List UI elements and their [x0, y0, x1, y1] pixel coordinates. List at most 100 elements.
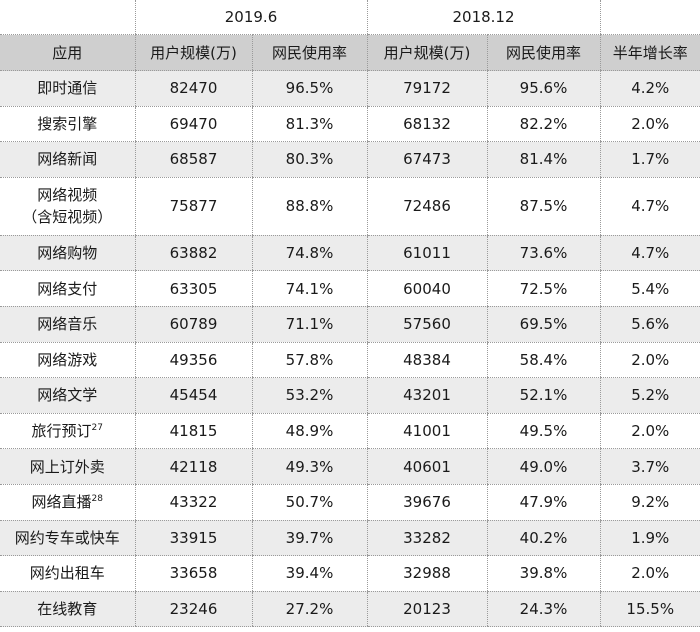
table-row: 即时通信 82470 96.5% 79172 95.6% 4.2%	[0, 70, 700, 107]
cell-users-2018: 57560	[366, 306, 487, 343]
cell-app: 网约出租车	[0, 555, 135, 592]
app-name: 网络游戏	[37, 350, 98, 369]
cell-app: 网络直播28	[0, 484, 135, 521]
table-row: 搜索引擎 69470 81.3% 68132 82.2% 2.0%	[0, 106, 700, 143]
cell-users-2019: 82470	[134, 70, 252, 107]
table-row: 网约出租车 33658 39.4% 32988 39.8% 2.0%	[0, 555, 700, 592]
cell-rate-2019: 80.3%	[251, 141, 367, 178]
cell-users-2019: 69470	[134, 106, 252, 143]
table-row: 网约专车或快车 33915 39.7% 33282 40.2% 1.9%	[0, 520, 700, 557]
cell-rate-2019: 50.7%	[251, 484, 367, 521]
cell-users-2018: 48384	[366, 342, 487, 379]
col-header-users-2019: 用户规模(万)	[134, 34, 252, 71]
cell-growth: 5.2%	[599, 377, 700, 414]
cell-rate-2019: 27.2%	[251, 591, 367, 628]
cell-rate-2019: 88.8%	[251, 177, 367, 236]
col-header-rate-2019: 网民使用率	[251, 34, 367, 71]
cell-growth: 1.9%	[599, 520, 700, 557]
cell-users-2018: 60040	[366, 270, 487, 307]
cell-rate-2018: 87.5%	[486, 177, 600, 236]
cell-rate-2019: 49.3%	[251, 448, 367, 485]
cell-users-2018: 41001	[366, 413, 487, 450]
cell-users-2018: 72486	[366, 177, 487, 236]
cell-users-2019: 33658	[134, 555, 252, 592]
cell-rate-2018: 58.4%	[486, 342, 600, 379]
cell-users-2019: 43322	[134, 484, 252, 521]
footnote-mark: 28	[91, 494, 103, 505]
table-row: 网上订外卖 42118 49.3% 40601 49.0% 3.7%	[0, 448, 700, 485]
cell-app: 网上订外卖	[0, 448, 135, 485]
cell-growth: 4.7%	[599, 177, 700, 236]
cell-rate-2019: 81.3%	[251, 106, 367, 143]
cell-users-2018: 32988	[366, 555, 487, 592]
cell-rate-2019: 48.9%	[251, 413, 367, 450]
cell-users-2019: 33915	[134, 520, 252, 557]
cell-users-2018: 40601	[366, 448, 487, 485]
table-row: 网络文学 45454 53.2% 43201 52.1% 5.2%	[0, 377, 700, 414]
col-header-users-2018: 用户规模(万)	[366, 34, 487, 71]
cell-app: 网约专车或快车	[0, 520, 135, 557]
cell-app: 网络购物	[0, 235, 135, 272]
cell-rate-2018: 81.4%	[486, 141, 600, 178]
cell-app: 网络新闻	[0, 141, 135, 178]
cell-app: 旅行预订27	[0, 413, 135, 450]
cell-users-2018: 61011	[366, 235, 487, 272]
cell-growth: 2.0%	[599, 342, 700, 379]
cell-app: 网络视频 （含短视频）	[0, 177, 135, 236]
cell-rate-2018: 49.0%	[486, 448, 600, 485]
app-name: 网络新闻	[37, 150, 98, 169]
cell-users-2019: 23246	[134, 591, 252, 628]
cell-growth: 3.7%	[599, 448, 700, 485]
cell-users-2019: 63882	[134, 235, 252, 272]
cell-app: 网络支付	[0, 270, 135, 307]
cell-users-2019: 63305	[134, 270, 252, 307]
table-row: 网络视频 （含短视频） 75877 88.8% 72486 87.5% 4.7%	[0, 177, 700, 236]
cell-rate-2018: 73.6%	[486, 235, 600, 272]
cell-rate-2018: 69.5%	[486, 306, 600, 343]
table-row: 在线教育 23246 27.2% 20123 24.3% 15.5%	[0, 591, 700, 628]
table-row: 旅行预订27 41815 48.9% 41001 49.5% 2.0%	[0, 413, 700, 450]
cell-rate-2019: 71.1%	[251, 306, 367, 343]
cell-users-2019: 68587	[134, 141, 252, 178]
table-row: 网络支付 63305 74.1% 60040 72.5% 5.4%	[0, 270, 700, 307]
cell-rate-2018: 39.8%	[486, 555, 600, 592]
app-name: 在线教育	[37, 600, 98, 619]
cell-rate-2018: 49.5%	[486, 413, 600, 450]
cell-rate-2019: 74.8%	[251, 235, 367, 272]
cell-rate-2019: 57.8%	[251, 342, 367, 379]
cell-rate-2019: 96.5%	[251, 70, 367, 107]
cell-app: 搜索引擎	[0, 106, 135, 143]
cell-rate-2019: 39.4%	[251, 555, 367, 592]
cell-app: 即时通信	[0, 70, 135, 107]
cell-rate-2018: 72.5%	[486, 270, 600, 307]
cell-users-2018: 79172	[366, 70, 487, 107]
cell-rate-2019: 39.7%	[251, 520, 367, 557]
col-header-rate-2018: 网民使用率	[486, 34, 600, 71]
cell-growth: 15.5%	[599, 591, 700, 628]
column-header-row: 应用 用户规模(万) 网民使用率 用户规模(万) 网民使用率 半年增长率	[0, 34, 700, 71]
app-name: 网约出租车	[29, 564, 105, 583]
cell-app: 网络音乐	[0, 306, 135, 343]
cell-users-2018: 33282	[366, 520, 487, 557]
table-row: 网络音乐 60789 71.1% 57560 69.5% 5.6%	[0, 306, 700, 343]
corner-cell-right	[599, 0, 700, 35]
cell-rate-2018: 82.2%	[486, 106, 600, 143]
period-header-2019: 2019.6	[134, 0, 367, 35]
app-name-line2: （含短视频）	[22, 208, 113, 227]
app-name: 网络直播	[31, 493, 92, 512]
cell-users-2018: 67473	[366, 141, 487, 178]
app-name: 网络视频	[37, 186, 98, 205]
period-header-2018: 2018.12	[366, 0, 600, 35]
cell-growth: 2.0%	[599, 106, 700, 143]
cell-app: 网络文学	[0, 377, 135, 414]
cell-users-2018: 20123	[366, 591, 487, 628]
cell-users-2019: 45454	[134, 377, 252, 414]
table-row: 网络游戏 49356 57.8% 48384 58.4% 2.0%	[0, 342, 700, 379]
cell-growth: 5.6%	[599, 306, 700, 343]
app-name: 网络音乐	[37, 315, 98, 334]
app-name: 旅行预订	[31, 422, 92, 441]
corner-cell	[0, 0, 135, 35]
table-row: 网络购物 63882 74.8% 61011 73.6% 4.7%	[0, 235, 700, 272]
cell-users-2019: 42118	[134, 448, 252, 485]
